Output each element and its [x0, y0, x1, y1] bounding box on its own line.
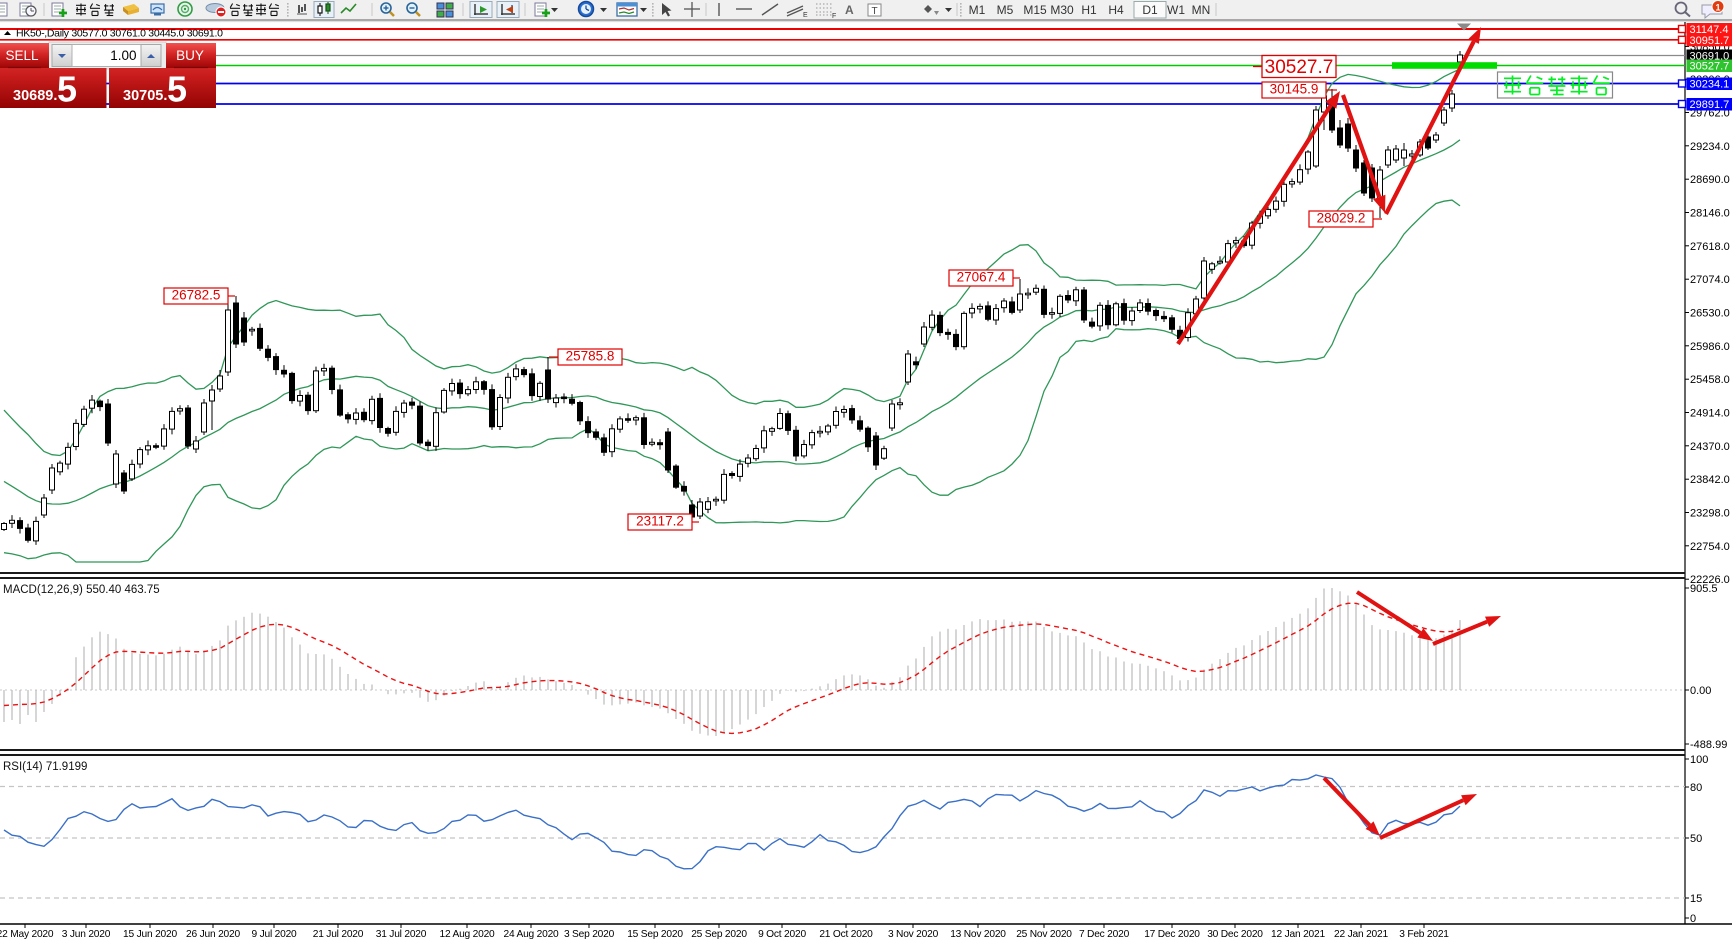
- svg-text:T: T: [871, 6, 877, 17]
- svg-text:30145.9: 30145.9: [1270, 82, 1319, 97]
- svg-text:RSI(14) 71.9199: RSI(14) 71.9199: [3, 761, 87, 773]
- svg-text:22 Jan 2021: 22 Jan 2021: [1334, 929, 1388, 940]
- svg-text:30234.1: 30234.1: [1690, 79, 1730, 91]
- svg-text:25 Nov 2020: 25 Nov 2020: [1016, 929, 1072, 940]
- svg-text:-488.99: -488.99: [1690, 739, 1727, 751]
- svg-text:15: 15: [1690, 893, 1702, 905]
- svg-text:HK50-,Daily 30577.0 30761.0 3: HK50-,Daily 30577.0 30761.0 30445.0 3069…: [16, 28, 223, 40]
- svg-text:28146.0: 28146.0: [1690, 208, 1730, 220]
- svg-text:29234.0: 29234.0: [1690, 141, 1730, 153]
- svg-text:31147.4: 31147.4: [1690, 24, 1729, 36]
- svg-text:31 Jul 2020: 31 Jul 2020: [376, 929, 427, 940]
- svg-text:26 Jun 2020: 26 Jun 2020: [186, 929, 240, 940]
- svg-text:30527.7: 30527.7: [1690, 61, 1730, 73]
- svg-text:3 Feb 2021: 3 Feb 2021: [1399, 929, 1449, 940]
- svg-text:26782.5: 26782.5: [172, 288, 221, 303]
- svg-text:12 Aug 2020: 12 Aug 2020: [439, 929, 495, 940]
- svg-text:9 Oct 2020: 9 Oct 2020: [758, 929, 806, 940]
- svg-text:A: A: [845, 3, 854, 17]
- svg-text:9 Jul 2020: 9 Jul 2020: [251, 929, 297, 940]
- svg-text:M30: M30: [1050, 3, 1074, 17]
- svg-text:M15: M15: [1023, 3, 1047, 17]
- svg-text:22 May 2020: 22 May 2020: [0, 929, 54, 940]
- svg-text:25785.8: 25785.8: [566, 349, 615, 364]
- svg-text:D1: D1: [1142, 3, 1158, 17]
- svg-text:3 Jun 2020: 3 Jun 2020: [62, 929, 111, 940]
- svg-text:M5: M5: [997, 3, 1014, 17]
- svg-text:21 Jul 2020: 21 Jul 2020: [313, 929, 364, 940]
- svg-text:30689.: 30689.: [13, 88, 57, 104]
- svg-text:7 Dec 2020: 7 Dec 2020: [1079, 929, 1130, 940]
- svg-text:1: 1: [1715, 3, 1720, 13]
- svg-text:15 Sep 2020: 15 Sep 2020: [627, 929, 683, 940]
- svg-text:50: 50: [1690, 833, 1702, 845]
- svg-text:MACD(12,26,9) 550.40 463.75: MACD(12,26,9) 550.40 463.75: [3, 584, 160, 596]
- svg-text:3 Sep 2020: 3 Sep 2020: [564, 929, 615, 940]
- svg-text:15 Jun 2020: 15 Jun 2020: [123, 929, 177, 940]
- svg-text:25986.0: 25986.0: [1690, 341, 1730, 353]
- svg-text:F: F: [832, 13, 836, 20]
- svg-text:22226.0: 22226.0: [1690, 574, 1730, 586]
- svg-text:30705.: 30705.: [123, 88, 167, 104]
- svg-text:25 Sep 2020: 25 Sep 2020: [691, 929, 747, 940]
- svg-text:23842.0: 23842.0: [1690, 474, 1730, 486]
- svg-text:100: 100: [1690, 754, 1708, 766]
- svg-text:22754.0: 22754.0: [1690, 541, 1730, 553]
- svg-text:0.00: 0.00: [1690, 685, 1711, 697]
- svg-text:27618.0: 27618.0: [1690, 241, 1730, 253]
- svg-text:SELL: SELL: [5, 48, 39, 63]
- svg-text:24 Aug 2020: 24 Aug 2020: [503, 929, 559, 940]
- svg-text:27067.4: 27067.4: [957, 270, 1006, 285]
- svg-text:5: 5: [57, 69, 77, 110]
- svg-text:28690.0: 28690.0: [1690, 174, 1730, 186]
- svg-text:30951.7: 30951.7: [1690, 35, 1730, 47]
- svg-text:26530.0: 26530.0: [1690, 308, 1730, 320]
- svg-text:E: E: [803, 12, 808, 19]
- svg-text:27074.0: 27074.0: [1690, 274, 1730, 286]
- svg-text:M1: M1: [969, 3, 986, 17]
- svg-text:23298.0: 23298.0: [1690, 508, 1730, 520]
- svg-text:H1: H1: [1081, 3, 1097, 17]
- svg-text:0: 0: [1690, 913, 1696, 925]
- svg-text:25458.0: 25458.0: [1690, 374, 1730, 386]
- svg-text:13 Nov 2020: 13 Nov 2020: [950, 929, 1006, 940]
- svg-text:5: 5: [167, 69, 187, 110]
- svg-text:30527.7: 30527.7: [1265, 57, 1334, 78]
- svg-text:24370.0: 24370.0: [1690, 441, 1730, 453]
- svg-text:MN: MN: [1192, 3, 1211, 17]
- svg-text:905.5: 905.5: [1690, 583, 1718, 595]
- svg-text:29891.7: 29891.7: [1690, 99, 1730, 111]
- svg-text:28029.2: 28029.2: [1317, 211, 1366, 226]
- svg-text:H4: H4: [1108, 3, 1124, 17]
- svg-text:21 Oct 2020: 21 Oct 2020: [819, 929, 873, 940]
- svg-text:24914.0: 24914.0: [1690, 408, 1730, 420]
- svg-text:3 Nov 2020: 3 Nov 2020: [888, 929, 939, 940]
- svg-text:12 Jan 2021: 12 Jan 2021: [1271, 929, 1325, 940]
- svg-text:17 Dec 2020: 17 Dec 2020: [1144, 929, 1200, 940]
- svg-text:23117.2: 23117.2: [636, 514, 684, 529]
- svg-text:W1: W1: [1167, 3, 1185, 17]
- svg-text:30 Dec 2020: 30 Dec 2020: [1207, 929, 1263, 940]
- svg-text:1.00: 1.00: [110, 48, 136, 63]
- svg-text:80: 80: [1690, 782, 1702, 794]
- svg-text:BUY: BUY: [176, 48, 204, 63]
